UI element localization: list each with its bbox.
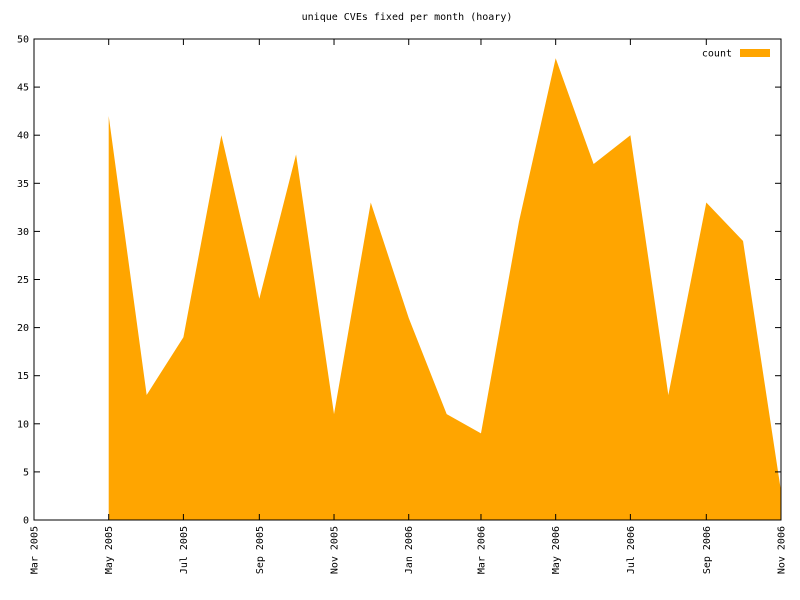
y-tick-label: 45 <box>17 83 29 94</box>
x-tick-label: Sep 2006 <box>702 526 713 574</box>
x-tick-label: May 2006 <box>551 526 562 574</box>
area <box>108 58 781 521</box>
legend-label: count <box>702 49 732 60</box>
chart-title: unique CVEs fixed per month (hoary) <box>302 12 513 23</box>
x-tick-label: Mar 2005 <box>30 526 41 574</box>
y-tick-label: 10 <box>17 419 29 430</box>
x-tick-label: Jan 2006 <box>404 526 415 574</box>
y-tick-label: 30 <box>17 227 29 238</box>
x-tick-label: Nov 2006 <box>777 526 788 574</box>
x-tick-label: Nov 2005 <box>330 526 341 574</box>
x-tick-label: Mar 2006 <box>476 526 487 574</box>
y-tick-label: 0 <box>23 516 29 527</box>
y-tick-label: 20 <box>17 323 29 334</box>
y-tick-label: 50 <box>17 35 29 46</box>
y-tick-label: 25 <box>17 275 29 286</box>
y-tick-label: 15 <box>17 371 29 382</box>
x-tick-label: Jul 2005 <box>179 526 190 574</box>
x-tick-label: Jul 2006 <box>626 526 637 574</box>
y-tick-label: 35 <box>17 179 29 190</box>
x-tick-label: Sep 2005 <box>255 526 266 574</box>
y-tick-label: 40 <box>17 131 29 142</box>
legend-swatch <box>740 49 770 57</box>
x-tick-label: May 2005 <box>104 526 115 574</box>
y-tick-label: 5 <box>23 467 29 478</box>
